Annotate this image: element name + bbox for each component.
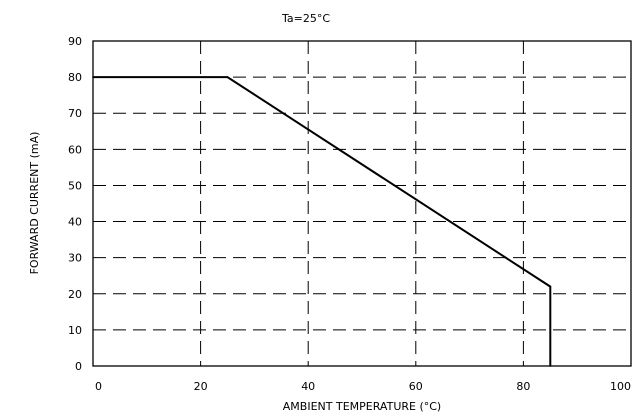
- data-point: [92, 76, 94, 78]
- y-tick-label: 80: [68, 71, 82, 84]
- y-tick-label: 40: [68, 216, 82, 229]
- data-point: [549, 365, 552, 367]
- x-tick-label: 20: [194, 380, 208, 393]
- y-axis-ticks: 0 10 20 30 40 50 60 70 80 90: [68, 35, 82, 373]
- series-line: [93, 76, 552, 366]
- y-tick-label: 90: [68, 35, 82, 48]
- y-axis-label: FORWARD CURRENT (mA): [28, 132, 41, 275]
- x-tick-label: 100: [610, 380, 631, 393]
- grid: [93, 41, 631, 366]
- y-tick-label: 50: [68, 179, 82, 192]
- plot-area: [92, 40, 632, 367]
- x-tick-label: 0: [95, 380, 102, 393]
- y-tick-label: 70: [68, 107, 82, 120]
- x-tick-label: 40: [301, 380, 315, 393]
- x-tick-label: 60: [409, 380, 423, 393]
- y-tick-label: 30: [68, 252, 82, 265]
- chart-title: Ta=25°C: [281, 12, 330, 25]
- y-tick-label: 60: [68, 143, 82, 156]
- y-tick-label: 20: [68, 288, 82, 301]
- data-point: [549, 285, 552, 288]
- y-tick-label: 10: [68, 324, 82, 337]
- x-tick-label: 80: [516, 380, 530, 393]
- series-layer: [92, 76, 552, 367]
- x-axis-label: AMBIENT TEMPERATURE (°C): [283, 400, 441, 413]
- data-point: [226, 76, 229, 78]
- y-tick-label: 0: [75, 360, 82, 373]
- x-axis-ticks: 0 20 40 60 80 100: [95, 380, 631, 393]
